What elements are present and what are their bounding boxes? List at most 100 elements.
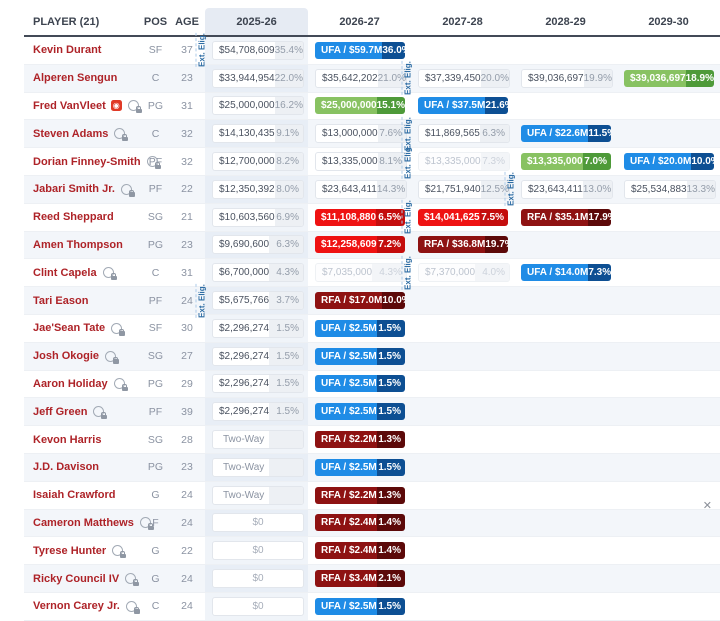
- contract-badge: UFA / $2.5M 1.5%: [315, 319, 405, 337]
- column-header-pos[interactable]: POS: [143, 15, 168, 28]
- contract-lock-icon[interactable]: [120, 183, 135, 197]
- player-name-link[interactable]: Fred VanVleet: [33, 99, 106, 112]
- cell-value: $7,370,000: [425, 267, 476, 279]
- cap-percent: 1.3%: [376, 431, 405, 449]
- player-name-link[interactable]: Kevon Harris: [33, 433, 102, 446]
- cap-percent: 15.1%: [376, 97, 405, 115]
- player-name-link[interactable]: Dorian Finney-Smith: [33, 155, 141, 168]
- cap-percent: 6.5%: [376, 208, 405, 226]
- player-name-link[interactable]: Vernon Carey Jr.: [33, 600, 120, 613]
- contract-lock-icon[interactable]: [112, 545, 127, 559]
- table-row: Jabari Smith Jr. PF 22 $12,350,392 8.0% $23,6…: [24, 172, 720, 207]
- season-cell: $12,258,609 7.2%: [308, 232, 411, 259]
- season-cell: Ext. Elig. $11,869,565 6.3%: [401, 116, 514, 151]
- cell-value: $13,335,000: [521, 153, 583, 171]
- cell-value: Two-Way: [223, 461, 265, 473]
- player-name-link[interactable]: Amen Thompson: [33, 238, 123, 251]
- contract-lock-icon[interactable]: [114, 128, 129, 142]
- player-name-link[interactable]: Tari Eason: [33, 294, 89, 307]
- player-cell: Jeff Green: [24, 398, 142, 425]
- contract-lock-icon[interactable]: [125, 573, 140, 587]
- salary-value-pill: $12,350,392 8.0%: [212, 179, 304, 199]
- cell-value: RFA / $36.8M: [418, 236, 486, 254]
- season-cell: [617, 259, 720, 286]
- player-cell: Tyrese Hunter: [24, 537, 142, 564]
- player-name-link[interactable]: Steven Adams: [33, 127, 109, 140]
- season-cell: $23,643,411 14.3%: [308, 176, 411, 203]
- table-row: Ricky Council IV G 24 $0 RFA / $3.4M 2.1%: [24, 565, 720, 593]
- season-cell: [514, 398, 617, 425]
- column-header-age[interactable]: AGE: [175, 15, 199, 28]
- cell-value: RFA / $17.0M: [315, 292, 383, 310]
- cell-value: Two-Way: [223, 434, 265, 446]
- player-name-link[interactable]: Aaron Holiday: [33, 377, 108, 390]
- column-header-2025-26[interactable]: 2025-26: [205, 8, 308, 35]
- player-name-link[interactable]: Tyrese Hunter: [33, 544, 107, 557]
- position-cell: SG: [147, 433, 164, 446]
- player-cell: Jabari Smith Jr.: [24, 176, 142, 203]
- player-name-link[interactable]: Reed Sheppard: [33, 211, 114, 224]
- cell-value: RFA / $3.4M: [315, 570, 377, 588]
- season-cell: $2,296,274 1.5%: [205, 398, 308, 426]
- table-row: Josh Okogie SG 27 $2,296,274 1.5% UFA / $2.5M…: [24, 342, 720, 371]
- season-cell: [617, 287, 720, 314]
- contract-lock-icon[interactable]: [113, 378, 128, 392]
- player-name-link[interactable]: Clint Capela: [33, 266, 97, 279]
- cell-value: UFA / $37.5M: [418, 97, 486, 115]
- player-name-link[interactable]: Cameron Matthews: [33, 516, 134, 529]
- contract-lock-icon[interactable]: [139, 517, 154, 531]
- cap-percent: 1.4%: [376, 514, 405, 532]
- contract-lock-icon[interactable]: [146, 156, 161, 170]
- season-cell: [617, 537, 720, 564]
- player-name-link[interactable]: J.D. Davison: [33, 461, 100, 474]
- contract-lock-icon[interactable]: [127, 100, 142, 114]
- position-cell: SF: [148, 44, 163, 57]
- player-name-link[interactable]: Jabari Smith Jr.: [33, 183, 115, 196]
- cell-value: UFA / $22.6M: [521, 125, 589, 143]
- contract-lock-icon[interactable]: [111, 322, 126, 336]
- season-cell: $0: [205, 565, 308, 592]
- player-name-link[interactable]: Kevin Durant: [33, 44, 102, 57]
- season-cell: [617, 120, 720, 147]
- player-option-icon[interactable]: ◉: [110, 100, 122, 112]
- age-cell: 22: [181, 183, 193, 196]
- cell-value: $2,296,274: [219, 322, 270, 334]
- column-header-2029-30[interactable]: 2029-30: [648, 15, 689, 28]
- cell-value: $23,643,411: [322, 183, 377, 195]
- column-header-2028-29[interactable]: 2028-29: [545, 15, 586, 28]
- cell-value: $2,296,274: [219, 350, 270, 362]
- contract-lock-icon[interactable]: [125, 600, 140, 614]
- salary-value-pill: $0: [212, 513, 304, 533]
- column-header-2027-28[interactable]: 2027-28: [442, 15, 483, 28]
- close-ad-icon[interactable]: ✕: [702, 500, 712, 512]
- cell-value: UFA / $2.5M: [315, 597, 377, 615]
- player-name-link[interactable]: Alperen Sengun: [33, 72, 118, 85]
- player-name-link[interactable]: Jae'Sean Tate: [33, 322, 106, 335]
- contract-lock-icon[interactable]: [105, 350, 120, 364]
- season-cell: Ext. Elig. $23,643,411 13.0%: [504, 172, 617, 207]
- contract-lock-icon[interactable]: [93, 406, 108, 420]
- cell-value: $37,339,450: [425, 72, 481, 84]
- salary-value-pill: Two-Way: [212, 485, 304, 505]
- column-header-player[interactable]: PLAYER (21): [33, 15, 100, 28]
- player-name-link[interactable]: Jeff Green: [33, 405, 88, 418]
- salary-value-pill: $11,869,565 6.3%: [418, 124, 510, 144]
- season-cell: [617, 398, 720, 425]
- player-name-link[interactable]: Isaiah Crawford: [33, 489, 116, 502]
- column-header-2026-27[interactable]: 2026-27: [339, 15, 380, 28]
- player-cell: Ricky Council IV: [24, 565, 142, 592]
- player-name-link[interactable]: Josh Okogie: [33, 350, 100, 363]
- contract-lock-icon[interactable]: [102, 267, 117, 281]
- salary-value-pill: $0: [212, 596, 304, 616]
- player-name-link[interactable]: Ricky Council IV: [33, 572, 120, 585]
- cap-percent: 4.0%: [475, 264, 509, 282]
- season-cell: Two-Way: [205, 481, 308, 509]
- cell-value: RFA / $2.4M: [315, 514, 377, 532]
- cap-percent: 7.3%: [588, 264, 611, 282]
- table-row: Clint Capela C 31 $6,700,000 4.3% $7,035,000 4…: [24, 255, 720, 290]
- season-cell: [617, 37, 720, 64]
